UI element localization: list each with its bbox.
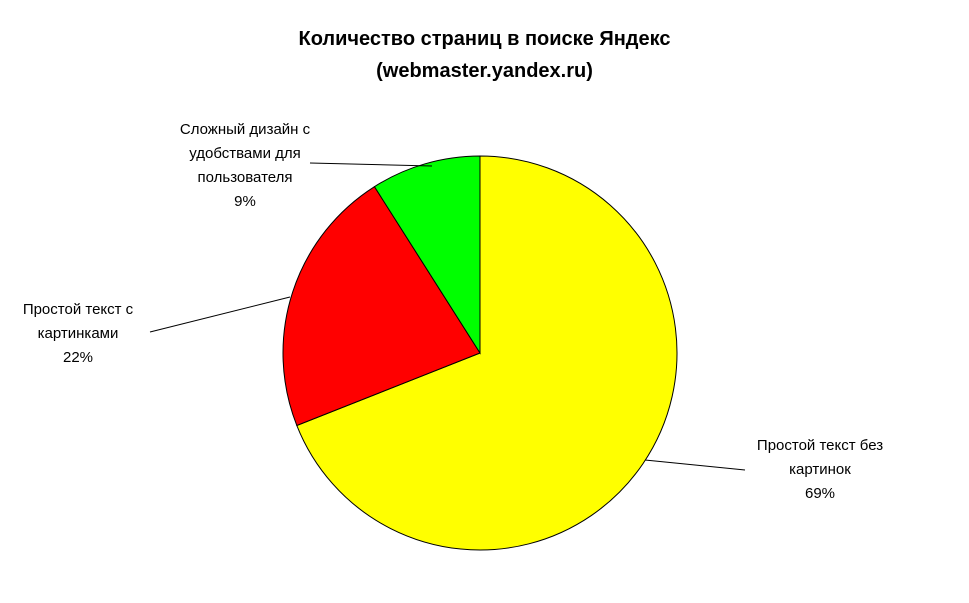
value-label: 22% (62, 349, 94, 366)
value-label: 69% (804, 485, 836, 502)
data-label: Простой текст без картинок 69% (745, 434, 895, 506)
category-label: Простой текст с картинками (22, 301, 134, 342)
leader-line (149, 296, 291, 333)
category-label: Сложный дизайн с удобствами для пользова… (179, 121, 311, 186)
pie-slice (373, 155, 481, 355)
data-label: Сложный дизайн с удобствами для пользова… (160, 118, 330, 214)
chart-title: (webmaster.yandex.ru) (376, 60, 593, 82)
chart-title: Количество страниц в поиске Яндекс (298, 28, 671, 50)
leader-line (309, 162, 433, 167)
data-label: Простой текст с картинками 22% (8, 298, 148, 370)
pie-slice (296, 155, 678, 551)
leader-line (644, 459, 746, 471)
value-label: 9% (234, 193, 256, 210)
pie-slice (282, 185, 481, 427)
category-label: Простой текст без картинок (756, 437, 884, 478)
